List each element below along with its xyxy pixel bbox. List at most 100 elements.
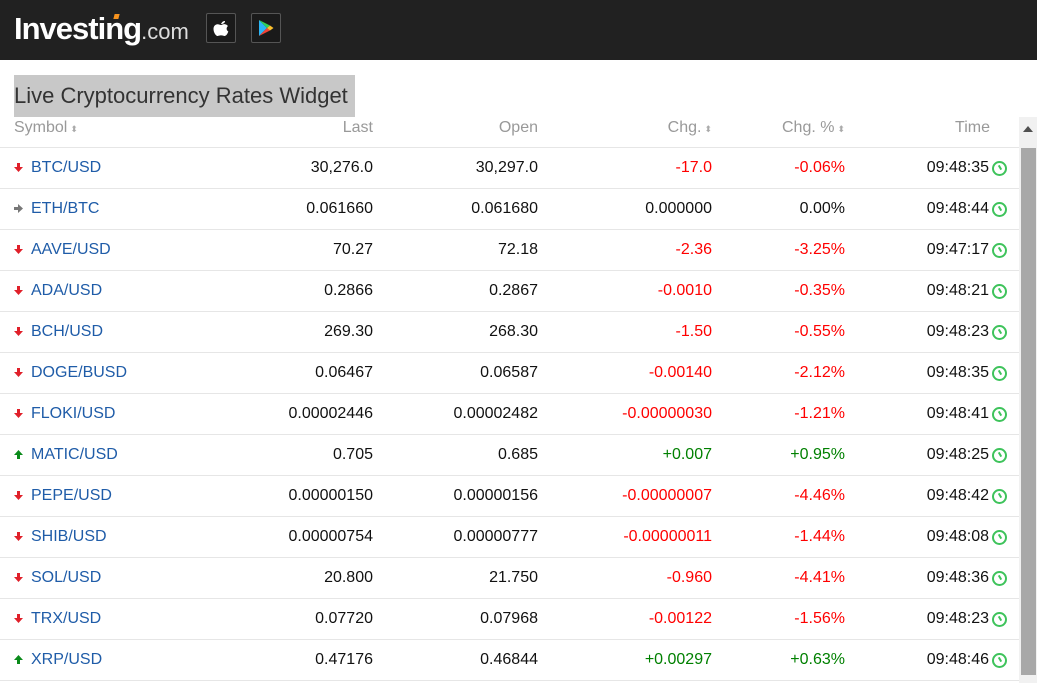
open-cell: 0.46844	[480, 651, 538, 668]
clock-icon	[992, 407, 1007, 422]
open-cell: 0.061680	[471, 200, 538, 217]
time-cell: 09:47:17	[926, 241, 989, 258]
col-label: Chg. %	[781, 119, 835, 136]
open-cell: 0.00002482	[453, 405, 538, 422]
google-play-button[interactable]	[251, 13, 281, 43]
arrow-down-icon	[14, 231, 23, 271]
last-cell: 0.00000150	[288, 487, 373, 504]
time-cell: 09:48:41	[926, 405, 989, 422]
time-cell: 09:48:23	[926, 323, 989, 340]
chg-cell: +0.00297	[644, 651, 712, 668]
chg-pct-cell: -3.25%	[794, 241, 845, 258]
symbol-link[interactable]: AAVE/USD	[31, 241, 111, 258]
sort-icon: ⬍	[837, 124, 845, 134]
symbol-link[interactable]: SOL/USD	[31, 569, 102, 586]
chg-pct-cell: -0.06%	[794, 159, 845, 176]
clock-icon	[992, 489, 1007, 504]
clock-icon	[992, 448, 1007, 463]
symbol-link[interactable]: ADA/USD	[31, 282, 103, 299]
open-cell: 268.30	[489, 323, 538, 340]
col-time-header: Time	[955, 119, 990, 136]
chg-pct-cell: -0.55%	[794, 323, 845, 340]
clock-icon	[992, 202, 1007, 217]
table-row: SOL/USD 20.800 21.750 -0.960 -4.41% 09:4…	[0, 558, 1019, 599]
chg-cell: +0.007	[662, 446, 712, 463]
scroll-up-arrow-icon[interactable]	[1023, 126, 1033, 132]
open-cell: 21.750	[489, 569, 538, 586]
open-cell: 72.18	[497, 241, 538, 258]
time-cell: 09:48:42	[926, 487, 989, 504]
col-chg-header[interactable]: Chg. ⬍	[668, 117, 712, 140]
table-row: AAVE/USD 70.27 72.18 -2.36 -3.25% 09:47:…	[0, 230, 1019, 271]
clock-icon	[992, 161, 1007, 176]
last-cell: 20.800	[324, 569, 373, 586]
last-cell: 30,276.0	[310, 159, 373, 176]
symbol-link[interactable]: SHIB/USD	[31, 528, 107, 545]
clock-icon	[992, 653, 1007, 668]
symbol-link[interactable]: BCH/USD	[31, 323, 104, 340]
time-cell: 09:48:25	[926, 446, 989, 463]
symbol-cell: PEPE/USD	[14, 476, 112, 517]
apple-icon	[213, 21, 229, 36]
col-label: Chg.	[667, 119, 702, 136]
col-symbol-header[interactable]: Symbol ⬍	[14, 117, 78, 140]
symbol-cell: AAVE/USD	[14, 230, 111, 271]
investing-logo[interactable]: Investing.com	[14, 11, 189, 47]
last-cell: 0.705	[332, 446, 373, 463]
table-header: Symbol ⬍ Last Open Chg. ⬍ Chg. % ⬍ Time	[0, 117, 1019, 148]
symbol-link[interactable]: BTC/USD	[31, 159, 102, 176]
symbol-cell: XRP/USD	[14, 640, 102, 681]
table-row: ETH/BTC 0.061660 0.061680 0.000000 0.00%…	[0, 189, 1019, 230]
sort-icon: ⬍	[704, 124, 712, 134]
symbol-link[interactable]: XRP/USD	[31, 651, 103, 668]
open-cell: 0.00000156	[453, 487, 538, 504]
symbol-link[interactable]: FLOKI/USD	[31, 405, 116, 422]
table-row: BCH/USD 269.30 268.30 -1.50 -0.55% 09:48…	[0, 312, 1019, 353]
table-row: FLOKI/USD 0.00002446 0.00002482 -0.00000…	[0, 394, 1019, 435]
last-cell: 0.06467	[315, 364, 373, 381]
last-cell: 0.2866	[324, 282, 373, 299]
last-cell: 0.00002446	[288, 405, 373, 422]
arrow-down-icon	[14, 477, 23, 517]
chg-pct-cell: 0.00%	[799, 200, 845, 217]
scrollbar[interactable]	[1019, 117, 1037, 683]
time-cell: 09:48:35	[926, 364, 989, 381]
chg-pct-cell: -2.12%	[794, 364, 845, 381]
apple-app-button[interactable]	[206, 13, 236, 43]
logo-text: Investing	[14, 11, 142, 46]
arrow-down-icon	[14, 559, 23, 599]
symbol-cell: DOGE/BUSD	[14, 353, 127, 394]
open-cell: 0.00000777	[453, 528, 538, 545]
symbol-link[interactable]: PEPE/USD	[31, 487, 112, 504]
last-cell: 0.00000754	[288, 528, 373, 545]
col-pct-header[interactable]: Chg. % ⬍	[782, 117, 845, 140]
symbol-link[interactable]: TRX/USD	[31, 610, 102, 627]
symbol-link[interactable]: DOGE/BUSD	[31, 364, 128, 381]
col-open-header: Open	[498, 119, 538, 136]
last-cell: 269.30	[324, 323, 373, 340]
col-label: Symbol	[14, 119, 68, 136]
scrollbar-thumb[interactable]	[1021, 148, 1036, 675]
arrow-up-icon	[14, 641, 23, 681]
clock-icon	[992, 571, 1007, 586]
widget-title: Live Cryptocurrency Rates Widget	[14, 75, 355, 117]
chg-cell: -0.00000030	[622, 405, 712, 422]
time-cell: 09:48:36	[926, 569, 989, 586]
open-cell: 0.07968	[480, 610, 538, 627]
chg-pct-cell: -1.21%	[794, 405, 845, 422]
symbol-cell: BCH/USD	[14, 312, 103, 353]
chg-pct-cell: -1.44%	[794, 528, 845, 545]
symbol-cell: SOL/USD	[14, 558, 101, 599]
open-cell: 0.2867	[489, 282, 538, 299]
symbol-link[interactable]: ETH/BTC	[31, 200, 100, 217]
chg-cell: -0.00140	[648, 364, 712, 381]
symbol-cell: FLOKI/USD	[14, 394, 115, 435]
arrow-down-icon	[14, 354, 23, 394]
chg-cell: -0.960	[666, 569, 712, 586]
table-row: MATIC/USD 0.705 0.685 +0.007 +0.95% 09:4…	[0, 435, 1019, 476]
last-cell: 0.061660	[306, 200, 373, 217]
symbol-link[interactable]: MATIC/USD	[31, 446, 118, 463]
clock-icon	[992, 284, 1007, 299]
col-last-header: Last	[342, 119, 373, 136]
open-cell: 0.06587	[480, 364, 538, 381]
